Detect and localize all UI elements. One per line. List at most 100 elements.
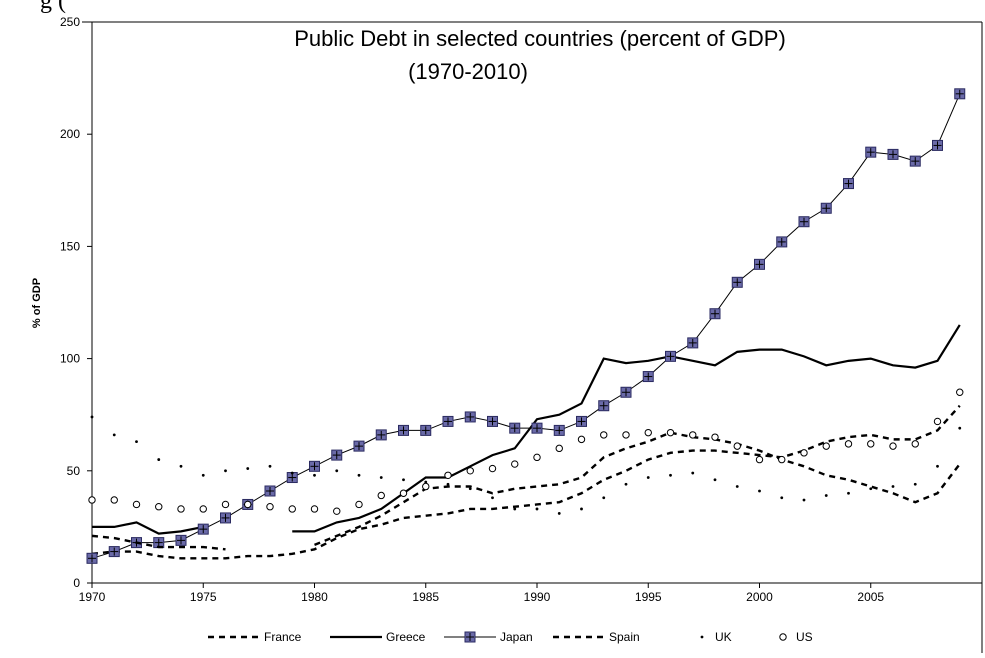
chart-title-line-1: Public Debt in selected countries (perce… — [294, 26, 786, 51]
series-japan-marker — [197, 523, 209, 535]
series-uk-point — [669, 473, 672, 477]
legend-item-japan-marker — [464, 631, 476, 643]
legend-item-japan: Japan — [444, 630, 533, 644]
series-us-point — [199, 505, 207, 513]
legend-item-us-point — [779, 633, 787, 641]
legend-item-us: US — [779, 630, 813, 644]
series-us-point — [155, 503, 163, 511]
series-uk-point — [402, 478, 405, 482]
series-uk-point — [157, 458, 161, 461]
series-france — [91, 404, 961, 560]
series-japan-marker — [531, 422, 543, 434]
series-japan-marker — [909, 155, 921, 167]
series-japan-marker — [487, 415, 498, 427]
series-us-point — [110, 496, 118, 504]
legend-item-spain: Spain — [553, 630, 640, 644]
y-tick-label: 100 — [60, 352, 80, 366]
series-uk-point — [913, 482, 917, 486]
series-uk-point — [379, 476, 383, 479]
series-uk-point — [780, 496, 784, 500]
series-uk-point — [246, 467, 250, 470]
series-us-point — [577, 435, 586, 444]
series-japan-marker — [553, 424, 565, 436]
series-uk-point — [446, 482, 450, 486]
series-japan-marker — [798, 216, 810, 228]
series-uk-point — [224, 469, 227, 473]
series-us-point — [310, 505, 319, 513]
x-tick-label: 2005 — [857, 590, 884, 604]
series-japan-marker — [220, 512, 231, 524]
series-us-point — [889, 442, 897, 450]
series-japan-marker — [709, 308, 721, 320]
series-uk-point — [869, 487, 873, 491]
chart-title-line-2: (1970-2010) — [408, 59, 528, 84]
series-us-point — [755, 455, 764, 464]
series-us-point — [555, 444, 563, 453]
series-us-point — [666, 428, 675, 437]
y-axis-label: % of GDP — [31, 278, 43, 328]
series-us-point — [355, 500, 363, 509]
legend-item-france-label: France — [264, 630, 302, 644]
axes: 0 50 100 150 200 250 1970 1975 1980 1985 1990 1995 2… — [60, 15, 982, 604]
series-japan-marker — [665, 350, 676, 362]
series-uk-point — [958, 426, 962, 430]
x-tick-label: 1985 — [412, 590, 439, 604]
series-japan-marker — [442, 415, 454, 427]
y-tick-label: 200 — [60, 127, 80, 141]
series-japan-marker — [843, 178, 854, 190]
series-uk-point — [580, 507, 583, 511]
legend-item-greece: Greece — [330, 630, 426, 644]
series-uk-point — [691, 471, 695, 475]
series-uk-point — [847, 491, 850, 495]
series-japan-marker — [620, 386, 632, 398]
series-us-point — [466, 467, 474, 475]
series-us — [88, 388, 964, 515]
series-us-point — [600, 431, 608, 439]
series-us-point — [867, 440, 875, 448]
series-uk-point — [468, 487, 472, 491]
series-us-point — [399, 489, 408, 497]
series-us-point — [88, 496, 96, 504]
series-spain-line — [91, 534, 226, 551]
series-japan-marker — [954, 88, 966, 100]
series-uk-point — [891, 485, 895, 488]
series-uk-point — [335, 469, 339, 473]
series-japan-line — [91, 93, 961, 559]
series-uk-point — [735, 485, 739, 488]
series-us-point — [800, 449, 808, 457]
series-us-point — [132, 500, 141, 509]
series-japan — [86, 88, 966, 564]
series-uk-point — [112, 433, 116, 437]
series-japan-marker — [331, 449, 343, 461]
series-uk-point — [90, 415, 94, 419]
series-uk-point — [290, 471, 294, 475]
series-spain — [91, 431, 961, 551]
series-us-point — [822, 442, 830, 450]
series-uk-point — [936, 464, 939, 468]
series-uk-point — [491, 496, 494, 500]
series-us-point — [444, 471, 452, 479]
series-uk-point — [179, 464, 183, 468]
clipped-caption-text: g ( — [40, 0, 66, 14]
series-japan-marker — [598, 400, 610, 412]
series-uk — [90, 415, 962, 515]
y-tick-label: 50 — [67, 464, 81, 478]
series-japan-marker — [820, 202, 832, 214]
series-us-point — [933, 417, 942, 426]
series-us-point — [177, 505, 185, 513]
series-uk-point — [802, 498, 806, 502]
series-japan-marker — [865, 146, 877, 158]
series-japan-marker — [175, 534, 187, 546]
y-tick-label: 0 — [73, 576, 80, 590]
series-japan-marker — [509, 422, 521, 434]
x-tick-label: 1980 — [301, 590, 328, 604]
series-greece — [92, 324, 961, 535]
series-uk-point — [424, 480, 428, 484]
series-japan-marker — [353, 440, 365, 452]
series-us-point — [511, 460, 519, 468]
series-uk-point — [824, 494, 828, 497]
series-us-point — [488, 464, 497, 473]
series-us-point — [377, 491, 385, 500]
